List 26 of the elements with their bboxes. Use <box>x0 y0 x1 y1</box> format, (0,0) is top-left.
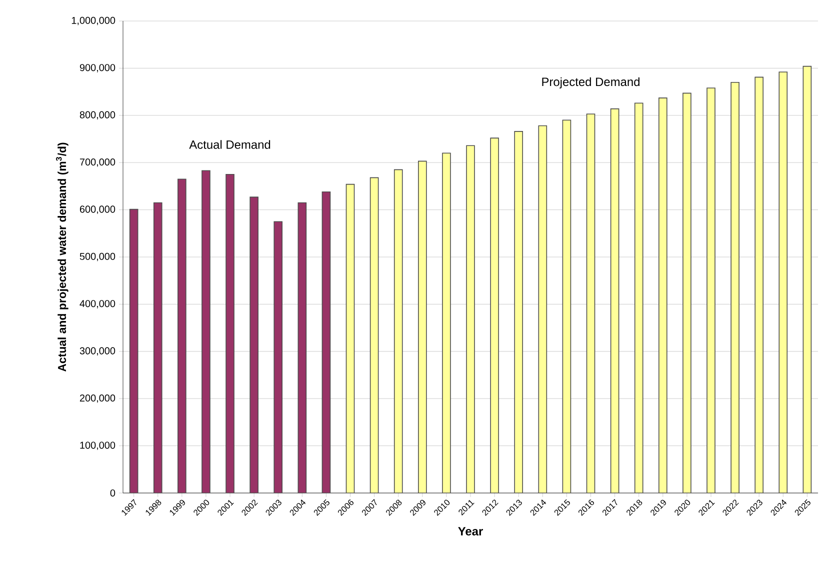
bar <box>610 108 620 493</box>
y-tick-label: 600,000 <box>80 206 116 214</box>
bar <box>634 102 644 493</box>
series-label: Projected Demand <box>542 77 640 88</box>
y-tick-label: 300,000 <box>80 347 116 356</box>
y-tick-label: 200,000 <box>80 394 116 403</box>
text: Actual Demand <box>189 140 270 149</box>
bar <box>370 177 379 493</box>
bar <box>346 184 355 493</box>
y-tick-label: 1,000,000 <box>72 16 116 26</box>
bar <box>802 66 812 493</box>
y-axis-title: Actual and projected water demand (m$^{3}$/d) <box>56 142 68 372</box>
bar <box>562 120 572 493</box>
y-tick-label: 900,000 <box>80 64 116 72</box>
y-tick-label: 500,000 <box>80 252 116 262</box>
bar <box>322 191 331 493</box>
x-axis-title: Year <box>458 527 483 536</box>
y-tick-label: 400,000 <box>80 300 116 308</box>
bar <box>586 114 596 493</box>
y-tick-label: 0 <box>110 489 116 497</box>
y-tick-label: 700,000 <box>80 158 116 167</box>
y-tick-label: 800,000 <box>80 111 116 120</box>
bar <box>298 202 307 493</box>
bar <box>129 208 138 493</box>
bar <box>538 125 548 493</box>
y-tick-label: 100,000 <box>80 442 116 450</box>
